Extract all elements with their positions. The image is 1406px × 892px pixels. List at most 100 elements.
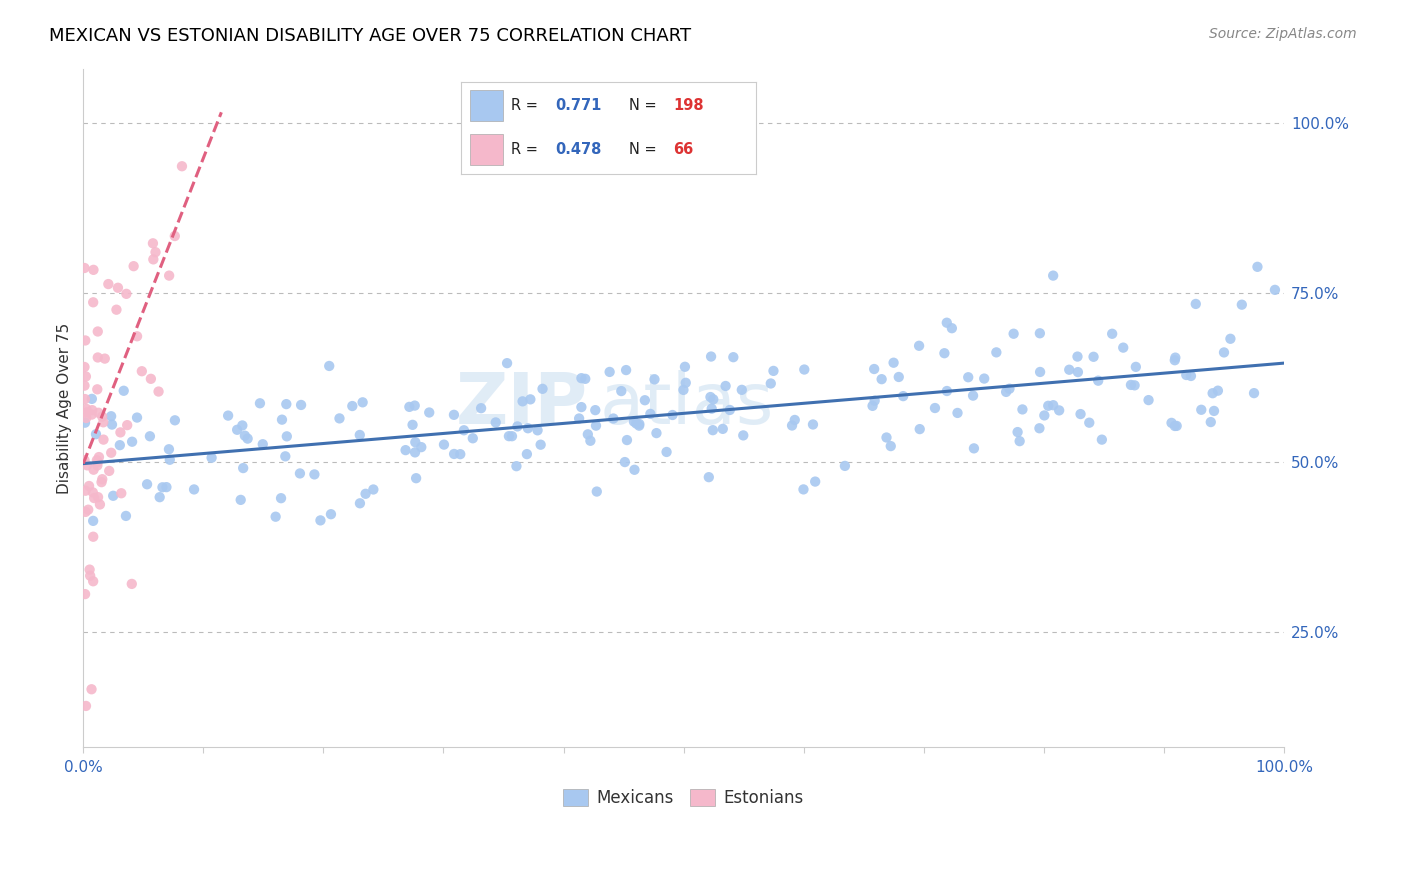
Point	[530, 438, 553, 452]
Point	[571, 400, 593, 414]
Point	[1042, 398, 1064, 412]
Point	[870, 372, 893, 386]
Point	[398, 400, 420, 414]
Point	[733, 428, 755, 442]
Point	[934, 346, 956, 360]
Point	[304, 467, 326, 482]
Point	[108, 438, 131, 452]
Point	[714, 379, 737, 393]
Point	[1112, 341, 1135, 355]
Point	[1264, 283, 1286, 297]
Point	[576, 427, 599, 442]
Point	[77, 479, 100, 493]
Point	[229, 492, 252, 507]
Point	[82, 530, 104, 544]
Point	[82, 574, 104, 589]
Point	[526, 423, 548, 437]
Point	[115, 286, 138, 301]
Point	[157, 442, 180, 457]
Point	[232, 461, 254, 475]
Point	[328, 411, 350, 425]
Point	[628, 417, 651, 431]
Point	[276, 397, 298, 411]
Point	[1067, 365, 1090, 379]
Point	[1166, 418, 1188, 433]
Point	[354, 487, 377, 501]
Point	[1184, 297, 1206, 311]
Point	[145, 245, 167, 260]
Point	[759, 376, 782, 391]
Point	[762, 364, 785, 378]
Point	[405, 471, 427, 485]
Point	[834, 458, 856, 473]
Point	[613, 455, 636, 469]
Point	[93, 433, 115, 447]
Point	[585, 484, 607, 499]
Point	[496, 356, 519, 370]
Point	[516, 447, 538, 461]
Point	[1029, 365, 1052, 379]
Point	[105, 302, 128, 317]
Point	[236, 432, 259, 446]
Point	[87, 325, 110, 339]
Point	[73, 378, 96, 392]
Point	[349, 496, 371, 510]
Point	[77, 502, 100, 516]
Point	[73, 416, 96, 430]
Point	[201, 450, 224, 465]
Point	[76, 405, 98, 419]
Point	[801, 417, 824, 432]
Point	[640, 407, 662, 421]
Point	[1101, 326, 1123, 341]
Point	[276, 429, 298, 443]
Point	[1230, 298, 1253, 312]
Point	[1066, 350, 1088, 364]
Point	[252, 437, 274, 451]
Point	[433, 437, 456, 451]
Point	[318, 359, 340, 373]
Point	[290, 398, 312, 412]
Point	[82, 403, 104, 417]
Point	[626, 417, 648, 431]
Point	[86, 455, 108, 469]
Point	[908, 339, 931, 353]
Point	[75, 698, 97, 713]
Point	[1160, 416, 1182, 430]
Point	[159, 452, 181, 467]
Point	[394, 443, 416, 458]
Point	[995, 384, 1018, 399]
Point	[661, 408, 683, 422]
Text: MEXICAN VS ESTONIAN DISABILITY AGE OVER 75 CORRELATION CHART: MEXICAN VS ESTONIAN DISABILITY AGE OVER …	[49, 27, 692, 45]
Point	[87, 406, 110, 420]
Point	[935, 384, 957, 398]
Point	[1219, 332, 1241, 346]
Point	[103, 489, 125, 503]
Point	[1206, 384, 1229, 398]
Point	[86, 382, 108, 396]
Point	[91, 415, 114, 429]
Point	[962, 389, 984, 403]
Point	[139, 372, 162, 386]
Point	[404, 435, 426, 450]
Point	[1164, 419, 1187, 434]
Point	[1028, 421, 1050, 435]
Point	[512, 394, 534, 409]
Point	[700, 401, 723, 416]
Point	[233, 428, 256, 442]
Point	[82, 514, 104, 528]
Point	[623, 463, 645, 477]
Point	[957, 370, 980, 384]
Point	[101, 417, 124, 432]
Point	[125, 410, 148, 425]
Point	[75, 587, 97, 601]
Point	[614, 363, 637, 377]
Point	[1083, 350, 1105, 364]
Point	[79, 563, 101, 577]
Point	[76, 458, 98, 473]
Point	[1243, 386, 1265, 401]
Point	[883, 356, 905, 370]
Point	[142, 236, 165, 251]
Point	[443, 408, 465, 422]
Point	[643, 372, 665, 386]
Point	[602, 411, 624, 425]
